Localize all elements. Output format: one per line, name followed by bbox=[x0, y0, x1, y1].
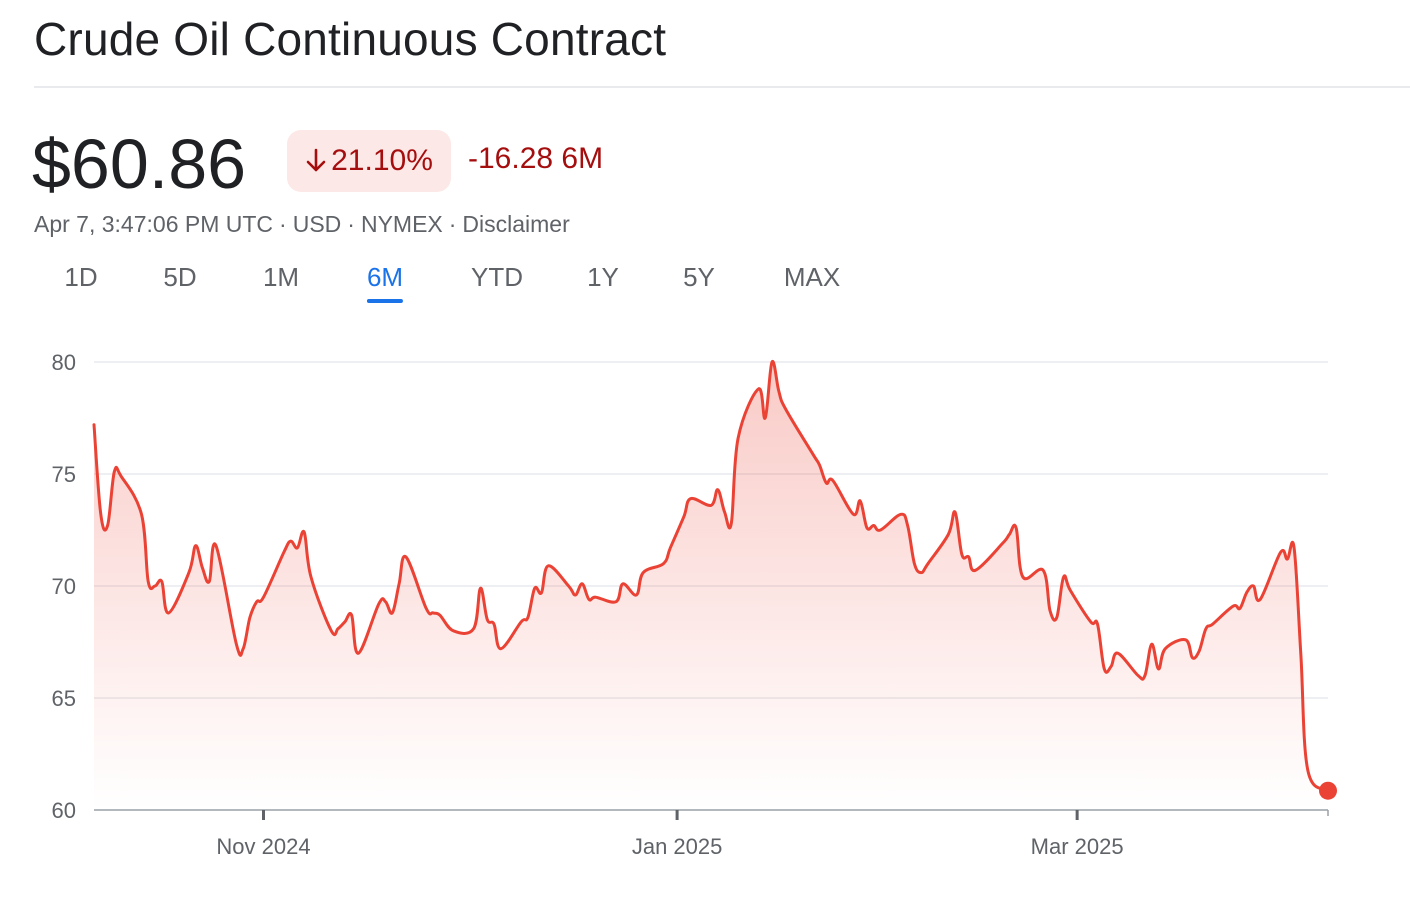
header-divider bbox=[34, 86, 1410, 88]
quote-meta: Apr 7, 3:47:06 PM UTC · USD · NYMEX · Disclaim… bbox=[34, 211, 570, 237]
percent-change-badge: 21.10% bbox=[287, 130, 451, 192]
absolute-change: -16.28 6M bbox=[468, 142, 603, 176]
tab-ytd[interactable]: YTD bbox=[471, 262, 523, 292]
disclaimer-link[interactable]: Disclaimer bbox=[462, 211, 570, 237]
x-tick-label: Mar 2025 bbox=[1031, 834, 1124, 859]
y-tick-label: 80 bbox=[52, 350, 76, 375]
quote-exchange: NYMEX bbox=[360, 211, 443, 237]
quote-currency: USD bbox=[292, 211, 342, 237]
page-title: Crude Oil Continuous Contract bbox=[34, 13, 667, 65]
tab-6m[interactable]: 6M bbox=[366, 262, 404, 303]
change-period: 6M bbox=[561, 142, 604, 175]
percent-change-value: 21.10% bbox=[331, 144, 433, 177]
tab-1m[interactable]: 1M bbox=[262, 262, 300, 292]
y-tick-label: 65 bbox=[52, 686, 76, 711]
absolute-change-value: -16.28 bbox=[468, 142, 554, 175]
range-tabs: 1D 5D 1M 6M YTD 1Y 5Y MAX bbox=[0, 262, 900, 308]
quote-timestamp: Apr 7, 3:47:06 PM UTC bbox=[34, 211, 274, 237]
y-tick-label: 70 bbox=[52, 574, 76, 599]
arrow-down-icon bbox=[305, 148, 327, 174]
price-line bbox=[92, 360, 1330, 793]
tab-5y[interactable]: 5Y bbox=[683, 262, 715, 292]
tab-max[interactable]: MAX bbox=[783, 262, 841, 292]
tab-1d[interactable]: 1D bbox=[64, 262, 98, 292]
x-tick-label: Jan 2025 bbox=[632, 834, 723, 859]
y-tick-label: 75 bbox=[52, 462, 76, 487]
tab-1y[interactable]: 1Y bbox=[587, 262, 619, 292]
current-price: $60.86 bbox=[32, 125, 247, 203]
tab-5d[interactable]: 5D bbox=[163, 262, 197, 292]
y-tick-label: 60 bbox=[52, 798, 76, 823]
last-price-dot bbox=[1319, 781, 1337, 800]
x-tick-label: Nov 2024 bbox=[216, 834, 310, 859]
price-area-fill bbox=[94, 361, 1328, 810]
